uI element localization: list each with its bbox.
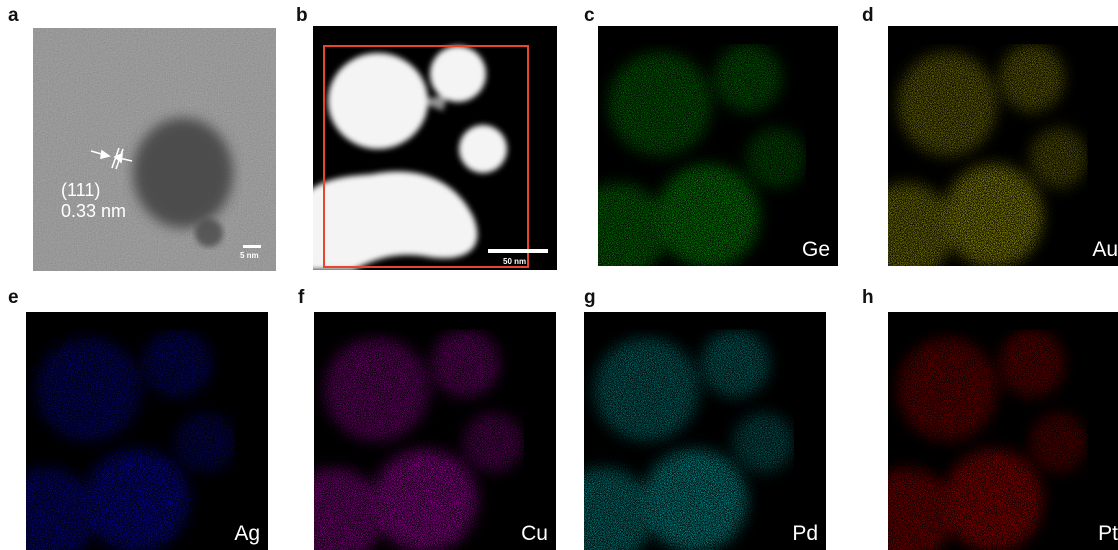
particle-signal — [943, 448, 1044, 550]
scale-bar — [488, 249, 548, 253]
panel-label-h: h — [862, 287, 874, 308]
element-label-ge: Ge — [801, 238, 830, 261]
eds-map-au: Au — [888, 26, 1118, 266]
panel-label-e: e — [8, 287, 19, 308]
element-label-au: Au — [1092, 238, 1118, 261]
particle-signal — [372, 448, 478, 550]
eds-map-pt: Pt — [888, 312, 1118, 550]
panel-label-d: d — [862, 5, 874, 26]
particle-signal — [36, 337, 141, 441]
particle-signal — [897, 52, 998, 156]
particle-signal — [746, 128, 806, 188]
scale-bar-label: 5 nm — [240, 251, 259, 260]
panel-label-c: c — [584, 5, 595, 26]
particle-signal — [714, 44, 782, 112]
particle-signal — [1029, 413, 1088, 473]
element-label-pt: Pt — [1098, 522, 1118, 545]
particle-signal — [584, 467, 653, 550]
particle-signal — [26, 467, 95, 550]
element-label-cu: Cu — [521, 522, 548, 545]
panel-label-f: f — [298, 287, 305, 308]
particle-signal — [642, 448, 748, 550]
particle-signal — [656, 164, 760, 266]
particle-signal — [943, 164, 1044, 266]
particle-signal — [1029, 128, 1088, 188]
particle-signal — [314, 467, 383, 550]
particle-signal — [700, 329, 770, 398]
particle-signal — [598, 183, 666, 266]
lattice-spacing-label: 0.33 nm — [61, 201, 127, 221]
particle-signal — [142, 329, 212, 398]
particle-signal — [84, 448, 190, 550]
particle-signal — [897, 337, 998, 441]
particle-signal — [888, 183, 954, 266]
element-label-pd: Pd — [792, 522, 818, 545]
scale-bar — [243, 245, 261, 248]
particle-signal — [999, 329, 1065, 398]
particle-signal — [430, 329, 500, 398]
element-label-ag: Ag — [234, 522, 260, 545]
particle-signal — [733, 413, 794, 473]
scale-bar-label: 50 nm — [503, 257, 527, 266]
particle-signal — [608, 52, 712, 156]
eds-map-ge: Ge — [598, 26, 838, 266]
tem-image: (111) 0.33 nm 5 nm — [33, 28, 276, 271]
particle-signal — [594, 337, 699, 441]
particle-signal — [888, 467, 954, 550]
particle-signal — [463, 413, 524, 473]
lattice-plane-label: (111) — [61, 180, 101, 200]
haadf-image: 50 nm — [313, 26, 557, 270]
eds-map-ag: Ag — [26, 312, 268, 550]
panel-label-g: g — [584, 287, 596, 308]
eds-map-cu: Cu — [314, 312, 556, 550]
particle-signal — [999, 44, 1065, 112]
particle-signal — [175, 413, 236, 473]
panel-label-a: a — [8, 5, 19, 26]
lattice-arrows — [90, 147, 133, 170]
particle-signal — [324, 337, 429, 441]
panel-label-b: b — [296, 5, 308, 26]
eds-map-pd: Pd — [584, 312, 826, 550]
region-box — [323, 45, 529, 268]
